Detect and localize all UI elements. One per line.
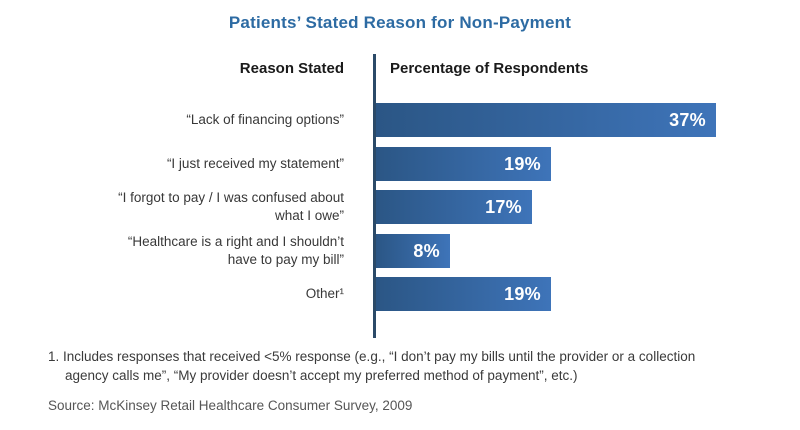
bar-value-label: 37%: [669, 109, 706, 130]
bar: 19%: [376, 147, 551, 181]
bar-value-label: 19%: [504, 153, 541, 174]
bar: 17%: [376, 190, 532, 224]
axis-line: [373, 54, 376, 338]
bar: 37%: [376, 103, 716, 137]
source-note: Source: McKinsey Retail Healthcare Consu…: [48, 398, 413, 413]
chart-title: Patients’ Stated Reason for Non-Payment: [228, 13, 572, 32]
category-label: “Healthcare is a right and I shouldn’t h…: [127, 234, 344, 267]
category-label: “I just received my statement”: [166, 156, 344, 171]
bar-value-label: 8%: [413, 240, 440, 261]
footnote: 1. Includes responses that received <5% …: [48, 349, 696, 383]
category-label: “I forgot to pay / I was confused about …: [118, 190, 344, 223]
bar-chart: Reason Stated Percentage of Respondents …: [0, 50, 800, 340]
category-label: “Lack of financing options”: [186, 112, 344, 127]
bar: 8%: [376, 234, 450, 268]
column-header-percentage: Percentage of Respondents: [390, 60, 589, 77]
bar-value-label: 19%: [504, 283, 541, 304]
column-header-reason: Reason Stated: [239, 60, 344, 77]
bar-value-label: 17%: [485, 196, 522, 217]
bar: 19%: [376, 277, 551, 311]
category-label: Other¹: [305, 286, 344, 301]
